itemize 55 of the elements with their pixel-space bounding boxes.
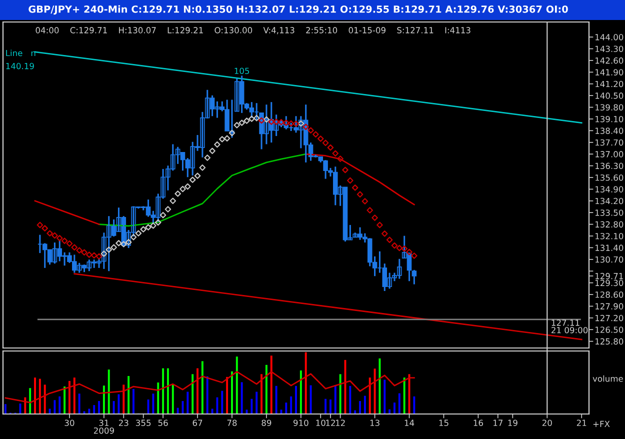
- y-tick-label: 133.50: [595, 210, 624, 216]
- annotation: 105: [234, 68, 250, 74]
- y-tick-label: 139.10: [595, 116, 624, 122]
- y-tick-label: 134.90: [595, 186, 624, 192]
- x-tick-label: 10: [316, 420, 326, 426]
- y-tick-label: 130.70: [595, 256, 624, 263]
- x-tick-label: 31 2009: [94, 420, 114, 434]
- x-tick-label: 20: [542, 420, 552, 426]
- y-tick-label: 127.90: [595, 303, 624, 310]
- x-tick-label: 67: [192, 420, 202, 426]
- y-tick-label: 127.20: [595, 314, 624, 322]
- x-tick-label: 30: [64, 420, 74, 426]
- x-tick-label: 56: [158, 420, 168, 426]
- annotation: 127.11 21 09:00: [552, 320, 588, 334]
- text: 04:00 C:129.71 H:130.07 L:129.21 O:130.00 V:4,113 2:55:10 01-15-09 S:127.11 I:4113: [36, 27, 470, 34]
- y-tick-label: 135.60: [595, 174, 624, 181]
- y-tick-label: 129.30: [595, 280, 624, 286]
- y-tick-label: 132.10: [595, 232, 624, 240]
- y-tick-label: 144.00: [595, 34, 624, 40]
- x-tick-label: 12: [326, 420, 335, 426]
- y-tick-label: 142.60: [595, 57, 624, 64]
- x-tick-label: 12: [336, 420, 345, 426]
- x-tick-label: 89: [262, 420, 272, 426]
- x-tick-label: 355: [136, 420, 151, 426]
- x-tick-label: 16: [474, 420, 483, 426]
- y-tick-label: 126.50: [595, 326, 624, 333]
- text: +FX: [593, 420, 610, 428]
- chart-title: GBP/JPY+ 240-Min C:129.71 N:0.1350 H:132.07 L:129.21 O:129.55 B:129.71 A:129.76 V:30367 OI:0: [28, 5, 568, 15]
- annotation: Line n: [6, 50, 36, 56]
- y-tick-label: 140.50: [595, 92, 624, 99]
- y-tick-label: 134.20: [595, 198, 624, 204]
- y-tick-label: 136.30: [595, 162, 624, 170]
- y-tick-label: 137.00: [595, 151, 624, 158]
- y-tick-label: 141.90: [595, 69, 624, 76]
- y-tick-label: 139.80: [595, 104, 624, 111]
- y-tick-label: 129.71: [595, 272, 623, 280]
- y-tick-label: 143.30: [595, 46, 624, 52]
- y-tick-label: 125.80: [595, 338, 624, 345]
- x-tick-label: 23: [118, 420, 128, 426]
- text: volume: [592, 375, 623, 382]
- x-tick-label: 78: [227, 420, 237, 426]
- annotation: 140.19: [6, 62, 34, 70]
- y-tick-label: 138.40: [595, 128, 624, 134]
- x-tick-label: 910: [293, 420, 308, 426]
- x-tick-label: 15: [439, 420, 448, 426]
- x-tick-label: 17: [494, 420, 502, 426]
- y-tick-label: 131.40: [595, 244, 624, 251]
- y-tick-label: 137.70: [595, 139, 624, 146]
- y-tick-label: 128.60: [595, 291, 624, 298]
- x-tick-label: 14: [404, 420, 414, 426]
- x-tick-label: 19: [508, 420, 518, 426]
- y-tick-label: 132.80: [595, 221, 624, 228]
- x-tick-label: 21: [576, 420, 586, 426]
- y-tick-label: 141.20: [595, 80, 624, 88]
- x-tick-label: 13: [370, 420, 380, 426]
